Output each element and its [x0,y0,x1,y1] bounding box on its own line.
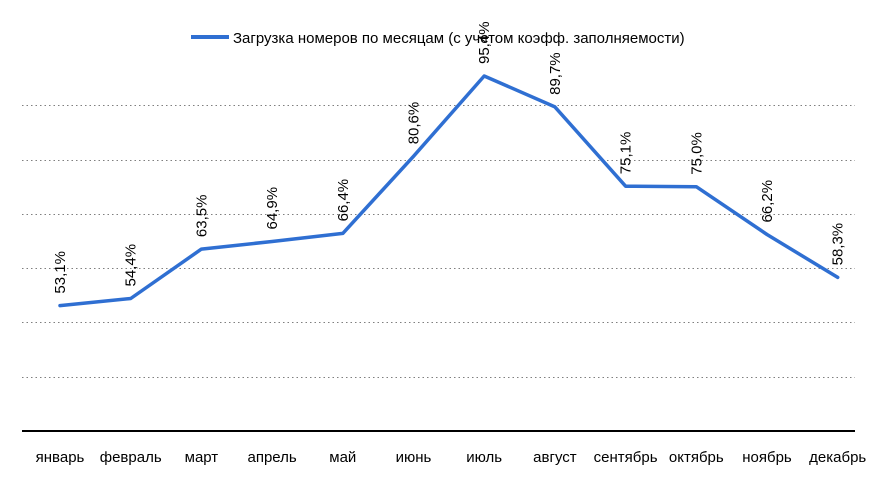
x-tick-label: декабрь [809,449,866,466]
data-label: 63,5% [193,195,210,238]
legend-label: Загрузка номеров по месяцам (с учетом ко… [233,30,685,47]
data-label: 58,3% [830,223,847,266]
x-tick-label: июнь [396,449,432,466]
x-tick-labels: январь февраль март апрель май июнь июль август… [36,449,867,466]
x-tick-label: январь [36,449,85,466]
data-label: 75,0% [688,132,705,175]
x-tick-label: сентябрь [594,449,658,466]
data-label: 53,1% [52,251,69,294]
x-tick-label: февраль [100,449,162,466]
x-tick-label: март [185,449,219,466]
data-label: 66,2% [759,180,776,223]
x-tick-label: октябрь [669,449,724,466]
x-tick-label: апрель [247,449,296,466]
x-tick-label: август [533,449,577,466]
data-label: 89,7% [547,52,564,95]
data-labels: 53,1% 54,4% 63,5% 64,9% 66,4% 80,6% 95,4% 89,7%… [52,21,847,293]
x-tick-label: ноябрь [742,449,792,466]
gridlines [22,105,855,378]
x-tick-label: июль [466,449,502,466]
data-label: 75,1% [618,132,635,175]
data-label: 54,4% [123,244,140,287]
data-label: 95,4% [476,21,493,64]
x-tick-label: май [329,449,356,466]
series-line [58,74,840,308]
data-label: 66,4% [335,179,352,222]
data-label: 64,9% [264,187,281,230]
data-label: 80,6% [406,102,423,145]
legend: Загрузка номеров по месяцам (с учетом ко… [191,30,685,47]
